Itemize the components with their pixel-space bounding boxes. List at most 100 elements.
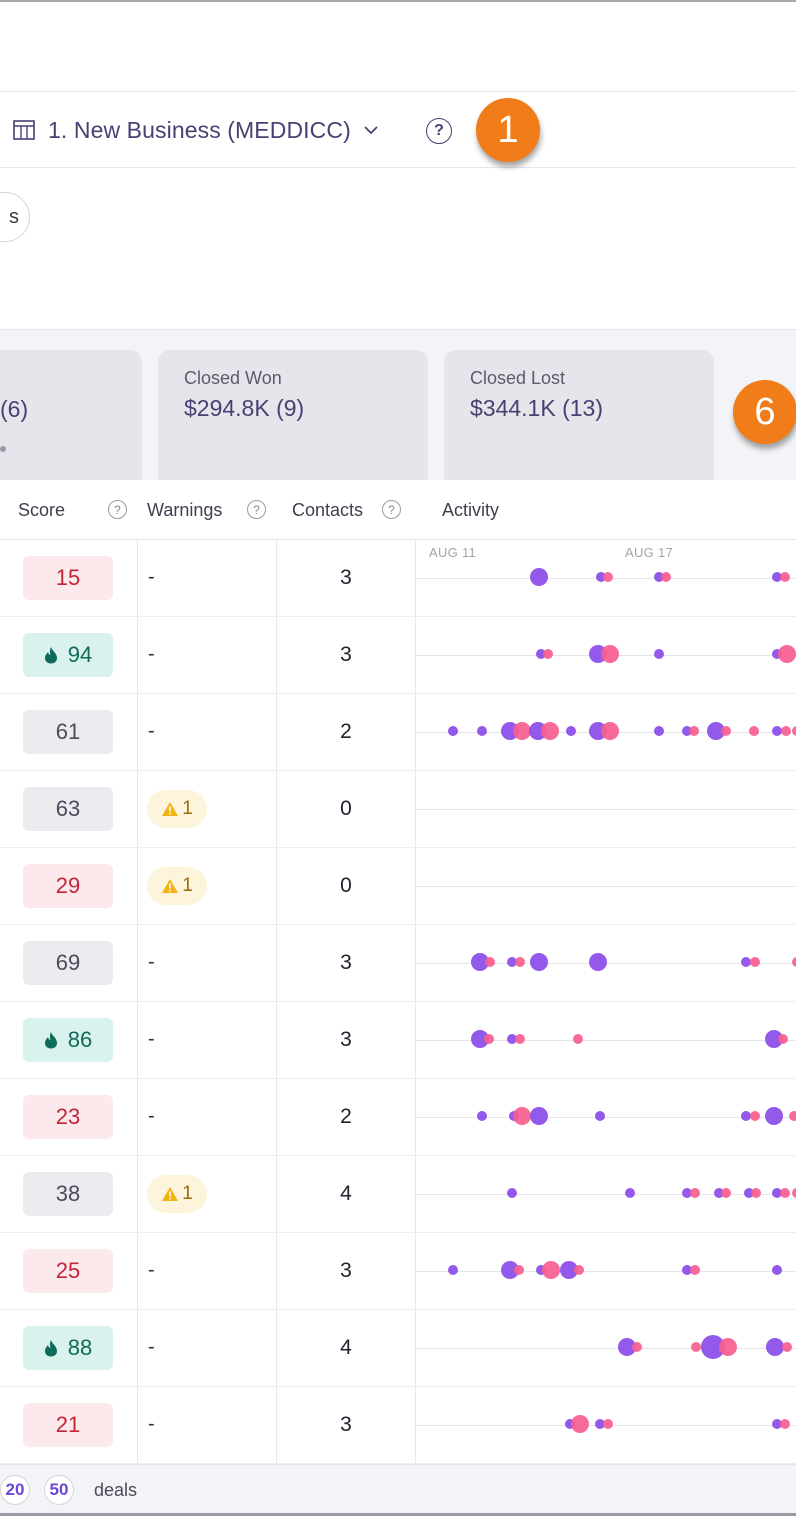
table-row[interactable]: 88 - 4 (0, 1310, 796, 1387)
activity-dot[interactable] (471, 1030, 489, 1048)
activity-dot[interactable] (682, 1188, 692, 1198)
activity-dot[interactable] (654, 572, 664, 582)
activity-dot[interactable] (682, 726, 692, 736)
activity-dot[interactable] (654, 726, 664, 736)
table-row[interactable]: 63 1 0 (0, 771, 796, 848)
activity-dot[interactable] (772, 726, 782, 736)
activity-dot[interactable] (714, 1188, 724, 1198)
activity-dot[interactable] (513, 722, 531, 740)
activity-dot[interactable] (765, 1030, 783, 1048)
activity-dot[interactable] (566, 726, 576, 736)
activity-dot[interactable] (751, 1188, 761, 1198)
activity-dot[interactable] (766, 1338, 784, 1356)
activity-dot[interactable] (595, 1419, 605, 1429)
activity-dot[interactable] (448, 1265, 458, 1275)
activity-dot[interactable] (750, 957, 760, 967)
activity-dot[interactable] (689, 726, 699, 736)
activity-dot[interactable] (471, 953, 489, 971)
column-header-contacts[interactable]: Contacts ? (292, 480, 416, 540)
activity-dot[interactable] (744, 1188, 754, 1198)
activity-dot[interactable] (632, 1342, 642, 1352)
activity-dot[interactable] (507, 1188, 517, 1198)
activity-dot[interactable] (792, 1188, 796, 1198)
page-size-50[interactable]: 50 (44, 1475, 74, 1505)
activity-dot[interactable] (772, 1419, 782, 1429)
activity-dot[interactable] (654, 649, 664, 659)
activity-dot[interactable] (484, 1034, 494, 1044)
activity-dot[interactable] (536, 649, 546, 659)
activity-dot[interactable] (792, 726, 796, 736)
filter-pill[interactable]: s (0, 192, 30, 242)
summary-card-partial[interactable]: (6) (0, 350, 142, 480)
activity-dot[interactable] (571, 1415, 589, 1433)
activity-dot[interactable] (741, 1111, 751, 1121)
page-size-20[interactable]: 20 (0, 1475, 30, 1505)
activity-dot[interactable] (792, 957, 796, 967)
activity-dot[interactable] (574, 1265, 584, 1275)
column-header-score[interactable]: Score ? (18, 480, 137, 540)
activity-dot[interactable] (485, 957, 495, 967)
activity-dot[interactable] (543, 649, 553, 659)
summary-card-closed-won[interactable]: Closed Won $294.8K (9) (158, 350, 428, 480)
activity-dot[interactable] (501, 1261, 519, 1279)
table-row[interactable]: 23 - 2 (0, 1079, 796, 1156)
activity-dot[interactable] (618, 1338, 636, 1356)
activity-dot[interactable] (448, 726, 458, 736)
help-icon[interactable]: ? (108, 500, 127, 519)
activity-dot[interactable] (573, 1034, 583, 1044)
column-header-activity[interactable]: Activity (442, 480, 642, 540)
activity-dot[interactable] (721, 1188, 731, 1198)
chevron-down-icon[interactable] (363, 125, 379, 135)
table-row[interactable]: 29 1 0 (0, 848, 796, 925)
activity-dot[interactable] (772, 572, 782, 582)
activity-dot[interactable] (778, 1034, 788, 1044)
warning-pill[interactable]: 1 (147, 790, 207, 828)
column-header-warnings[interactable]: Warnings ? (147, 480, 276, 540)
activity-dot[interactable] (750, 1111, 760, 1121)
activity-dot[interactable] (690, 1188, 700, 1198)
warning-pill[interactable]: 1 (147, 867, 207, 905)
activity-dot[interactable] (507, 1034, 517, 1044)
activity-dot[interactable] (778, 645, 796, 663)
activity-dot[interactable] (603, 1419, 613, 1429)
activity-dot[interactable] (595, 1111, 605, 1121)
activity-dot[interactable] (782, 1342, 792, 1352)
activity-dot[interactable] (513, 1107, 531, 1125)
summary-card-closed-lost[interactable]: Closed Lost $344.1K (13) (444, 350, 714, 480)
activity-dot[interactable] (690, 1265, 700, 1275)
activity-dot[interactable] (661, 572, 671, 582)
activity-dot[interactable] (589, 953, 607, 971)
activity-dot[interactable] (601, 645, 619, 663)
activity-dot[interactable] (477, 726, 487, 736)
activity-dot[interactable] (515, 957, 525, 967)
activity-dot[interactable] (530, 1107, 548, 1125)
activity-dot[interactable] (530, 953, 548, 971)
activity-dot[interactable] (530, 568, 548, 586)
activity-dot[interactable] (515, 1034, 525, 1044)
activity-dot[interactable] (541, 722, 559, 740)
activity-dot[interactable] (772, 1265, 782, 1275)
activity-dot[interactable] (477, 1111, 487, 1121)
activity-dot[interactable] (707, 722, 725, 740)
activity-dot[interactable] (749, 726, 759, 736)
view-help-icon[interactable]: ? (426, 118, 452, 144)
activity-dot[interactable] (741, 957, 751, 967)
activity-dot[interactable] (560, 1261, 578, 1279)
activity-dot[interactable] (772, 1188, 782, 1198)
table-row[interactable]: 15 - 3 (0, 540, 796, 617)
activity-dot[interactable] (682, 1265, 692, 1275)
table-row[interactable]: 25 - 3 (0, 1233, 796, 1310)
table-row[interactable]: 86 - 3 (0, 1002, 796, 1079)
activity-dot[interactable] (780, 1188, 790, 1198)
activity-dot[interactable] (507, 957, 517, 967)
activity-dot[interactable] (780, 1419, 790, 1429)
activity-dot[interactable] (691, 1342, 701, 1352)
activity-dot[interactable] (603, 572, 613, 582)
activity-dot[interactable] (789, 1111, 796, 1121)
help-icon[interactable]: ? (247, 500, 266, 519)
activity-dot[interactable] (625, 1188, 635, 1198)
warning-pill[interactable]: 1 (147, 1175, 207, 1213)
activity-dot[interactable] (601, 722, 619, 740)
activity-dot[interactable] (596, 572, 606, 582)
table-row[interactable]: 38 1 4 (0, 1156, 796, 1233)
